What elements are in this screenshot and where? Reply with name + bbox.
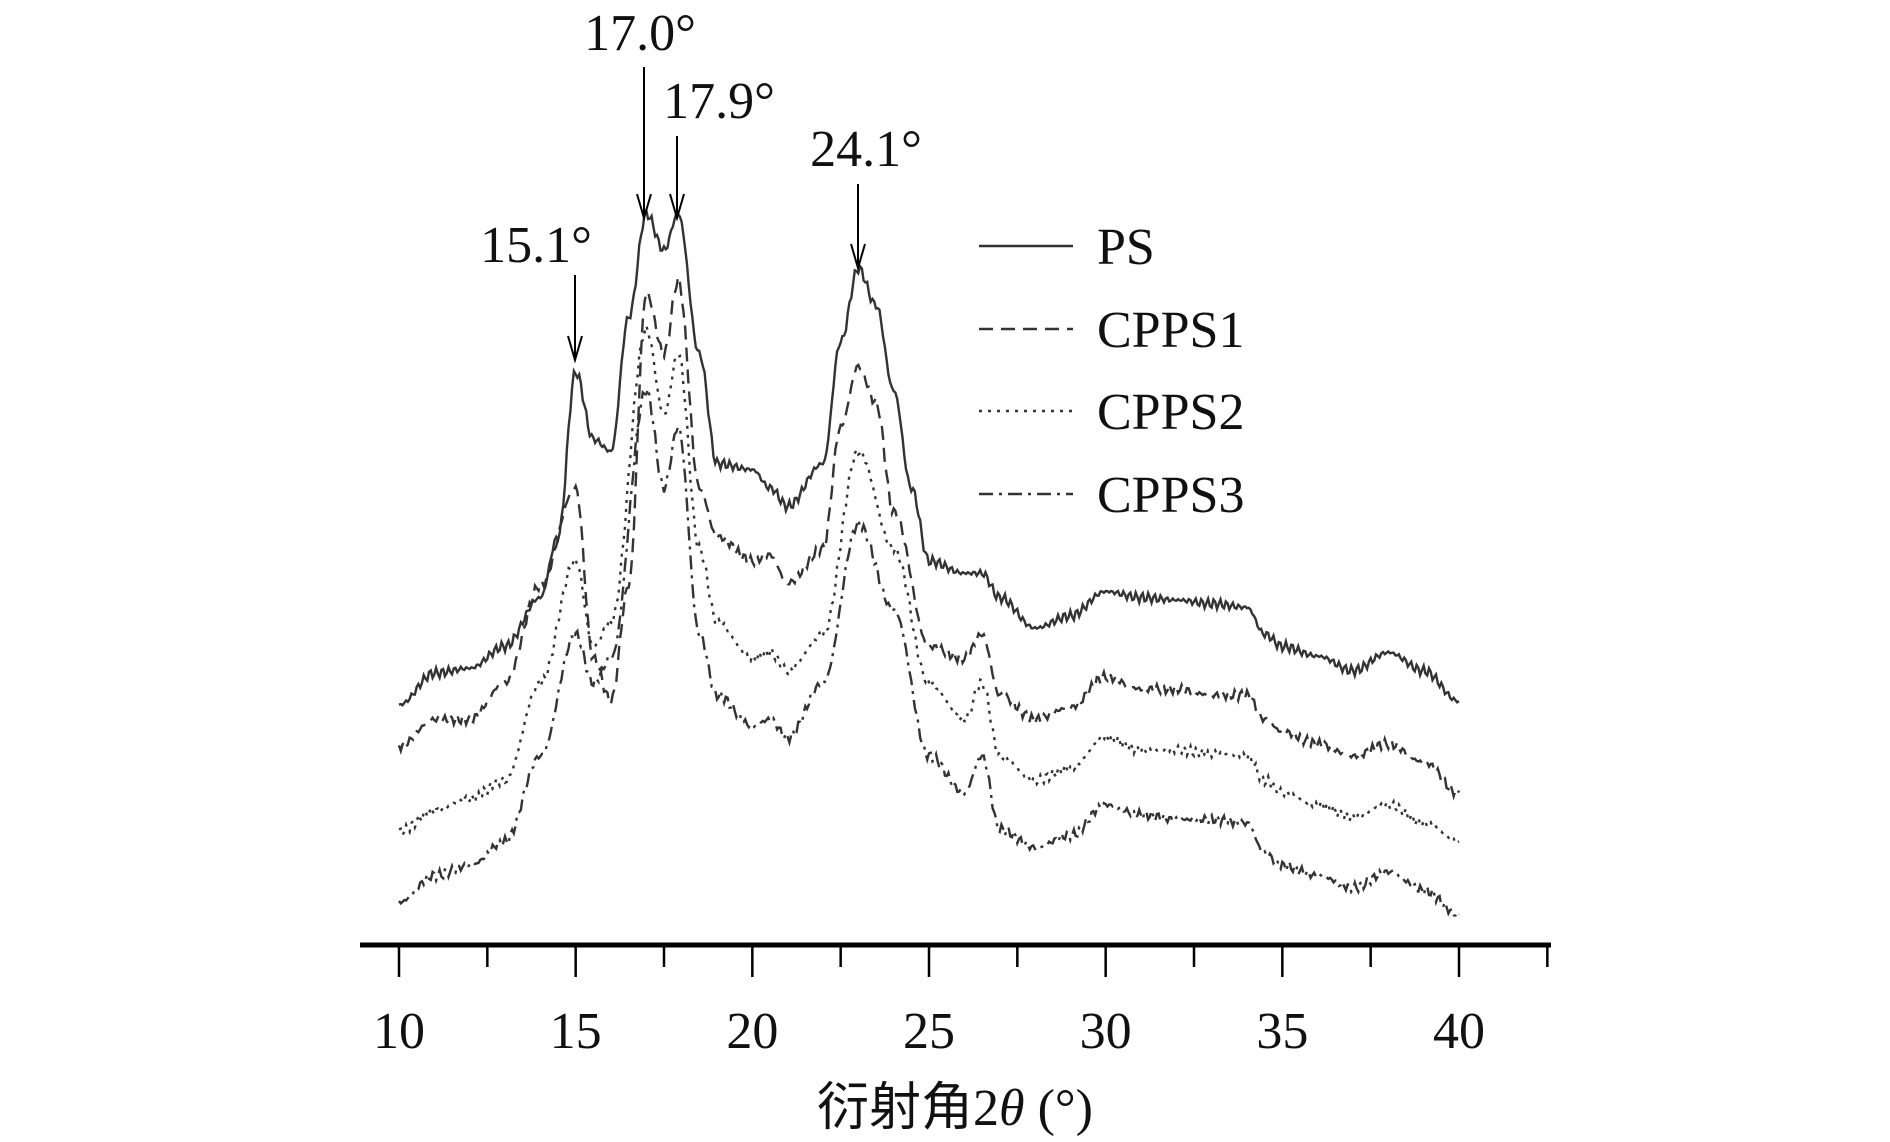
legend-label-cpps2: CPPS2 [1097,384,1244,441]
series-curves [397,206,1461,917]
x-axis-label: 衍射角2θ (°) [817,1080,1093,1137]
series-line-ps [398,206,1460,707]
peak-label: 24.1° [810,121,922,178]
x-tick-label: 35 [1256,1003,1308,1060]
peak-label: 17.0° [584,5,696,62]
peak-annotations: 15.1° 17.0° 17.9° 24.1° [480,5,922,364]
arrow-head-icon [636,193,652,222]
arrow-head-icon [850,243,866,272]
x-tick-label: 15 [550,1003,602,1060]
legend-label-ps: PS [1097,219,1155,276]
x-tick-label: 25 [903,1003,955,1060]
arrow-head-icon [567,335,583,364]
x-tick-label: 40 [1433,1003,1485,1060]
x-tick-label: 20 [726,1003,778,1060]
series-line-cpps3 [398,384,1460,917]
arrow-head-icon [669,193,685,222]
x-tick-label: 10 [373,1003,425,1060]
x-tick-label: 30 [1080,1003,1132,1060]
x-axis: 10 15 20 25 30 35 40 [360,942,1551,1060]
series-line-cpps2 [398,321,1460,846]
legend: PS CPPS1 CPPS2 CPPS3 [979,219,1244,524]
peak-label: 15.1° [480,217,592,274]
peak-label: 17.9° [663,73,775,130]
legend-label-cpps3: CPPS3 [1097,467,1244,524]
legend-label-cpps1: CPPS1 [1097,302,1244,359]
series-line-cpps1 [397,276,1461,801]
